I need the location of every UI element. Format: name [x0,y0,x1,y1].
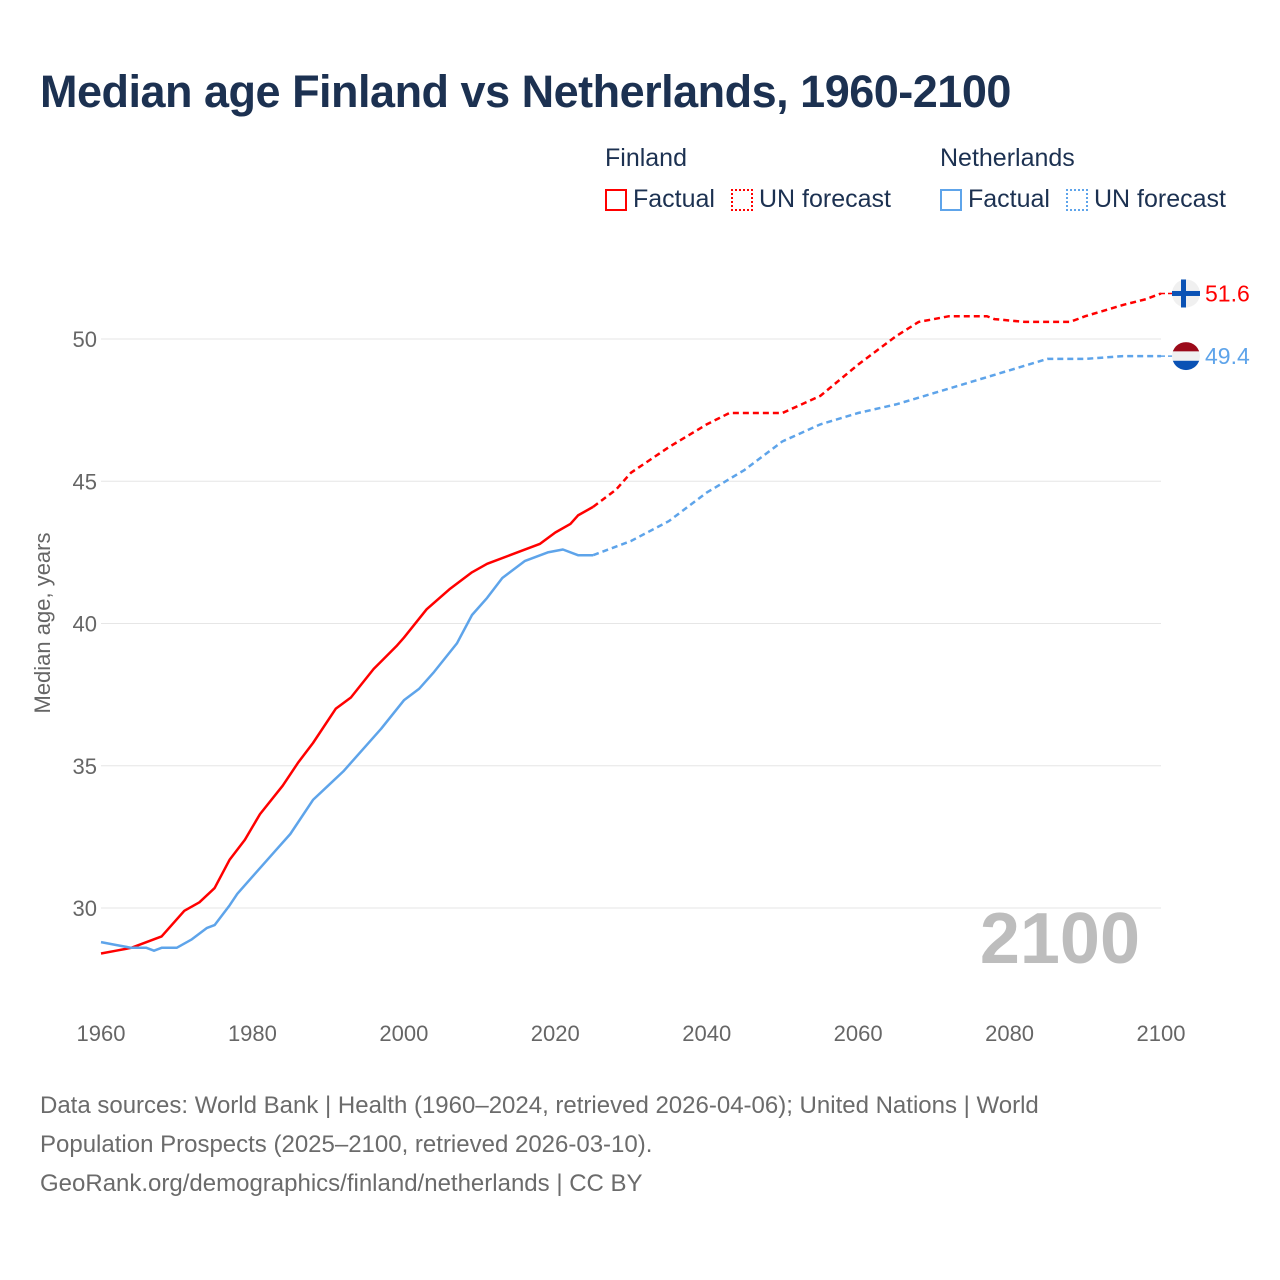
y-tick-label: 40 [73,612,97,637]
legend-netherlands: Netherlands Factual UN forecast [940,144,1226,214]
flag-stripe [1172,342,1200,352]
netherlands-forecast-line [592,354,1161,557]
legend-group-label: Netherlands [940,144,1075,172]
finland-flag-cross-v [1181,279,1186,308]
finland-end-label: 51.6 [1205,280,1250,306]
x-tick-label: 2100 [1137,1021,1186,1046]
x-tick-label: 1980 [228,1021,277,1046]
legend-finland-factual[interactable]: Factual [605,185,715,214]
finland-factual-line [100,505,594,955]
y-tick-label: 45 [73,469,97,494]
legend-netherlands-forecast[interactable]: UN forecast [1065,185,1226,214]
x-tick-label: 1960 [77,1021,126,1046]
x-tick-label: 2080 [985,1021,1034,1046]
legend-label: UN forecast [758,185,891,213]
legend-label: UN forecast [1093,185,1226,213]
y-tick-label: 50 [73,327,97,352]
x-tick-label: 2000 [379,1021,428,1046]
x-tick-label: 2060 [834,1021,883,1046]
legend-label: Factual [968,185,1050,213]
netherlands-flag-icon [1172,342,1200,371]
finland-forecast-line [592,292,1162,508]
flag-stripe [1172,360,1200,371]
x-tick-label: 2040 [682,1021,731,1046]
legend-finland: Finland Factual UN forecast [605,144,891,214]
line-chart: 30 35 40 45 50 1960 1980 2000 2020 2040 2060 2080 21… [30,279,1250,1046]
legend-swatch-solid [605,188,627,211]
footer-sources-2: Population Prospects (2025–2100, retriev… [40,1131,653,1158]
footer-link[interactable]: GeoRank.org/demographics/finland/netherl… [40,1170,643,1197]
x-tick-label: 2020 [531,1021,580,1046]
netherlands-end-label: 49.4 [1205,343,1250,369]
footer-sources-1: Data sources: World Bank | Health (1960–… [40,1092,1039,1119]
y-tick-label: 30 [73,896,97,921]
legend-netherlands-factual[interactable]: Factual [940,185,1050,214]
flag-stripe [1172,351,1200,361]
legend-swatch-solid [940,188,962,211]
chart-title: Median age Finland vs Netherlands, 1960-… [40,66,1011,117]
y-axis-label: Median age, years [30,533,55,714]
y-tick-label: 35 [73,754,97,779]
footer: Data sources: World Bank | Health (1960–… [40,1086,1240,1203]
legend-swatch-dotted [730,188,753,211]
legend-finland-forecast[interactable]: UN forecast [730,185,891,214]
legend-label: Factual [633,185,715,213]
legend-group-label: Finland [605,144,687,172]
legend-swatch-dotted [1065,188,1088,211]
year-watermark: 2100 [980,899,1140,979]
netherlands-factual-line [100,548,594,952]
